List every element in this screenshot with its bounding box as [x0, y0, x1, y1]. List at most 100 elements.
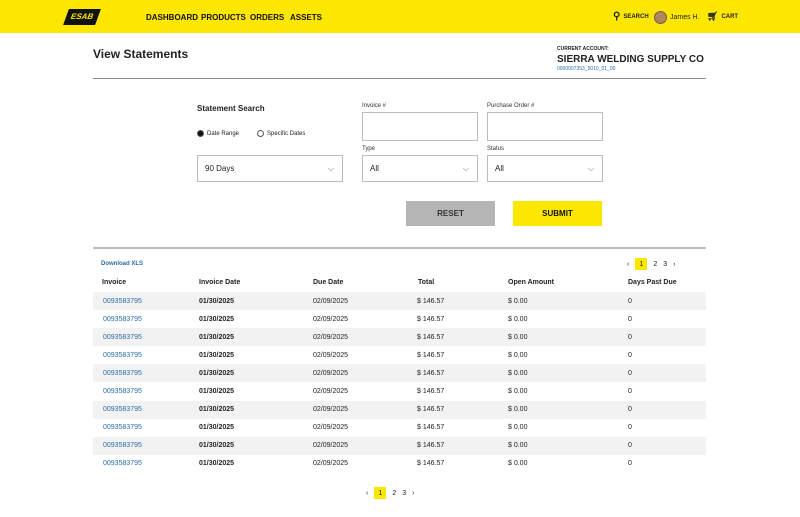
days-past-due: 0	[628, 442, 632, 450]
status-select[interactable]: All ⌵	[487, 155, 603, 182]
esab-logo[interactable]: ESAB	[63, 9, 101, 25]
current-account: CURRENT ACCOUNT: SIERRA WELDING SUPPLY C…	[557, 46, 704, 72]
total: $ 146.57	[417, 297, 445, 305]
invoice-link[interactable]: 0093583795	[103, 297, 142, 305]
radio-unchecked-icon	[257, 130, 264, 137]
open-amount: $ 0.00	[508, 369, 528, 377]
next-page-button[interactable]: ›	[412, 489, 415, 497]
invoice-input[interactable]	[362, 112, 478, 141]
total: $ 146.57	[417, 351, 445, 359]
table-row: 0093583795 01/30/2025 02/09/2025 $ 146.57 $ …	[93, 455, 706, 473]
open-amount: $ 0.00	[508, 297, 528, 305]
invoice-link[interactable]: 0093583795	[103, 424, 142, 432]
days-past-due: 0	[628, 460, 632, 468]
invoice-date: 01/30/2025	[199, 406, 235, 414]
type-select[interactable]: All ⌵	[362, 155, 478, 182]
page-1[interactable]: 1	[374, 487, 387, 499]
open-amount: $ 0.00	[508, 460, 528, 468]
due-date: 02/09/2025	[313, 442, 349, 450]
radio-checked-icon	[197, 130, 204, 137]
prev-page-button[interactable]: ‹	[366, 489, 369, 497]
total: $ 146.57	[417, 315, 445, 323]
total: $ 146.57	[417, 460, 445, 468]
invoice-link[interactable]: 0093583795	[103, 369, 142, 377]
col-total: Total	[418, 278, 435, 286]
divider	[93, 247, 706, 249]
days-past-due: 0	[628, 406, 632, 414]
due-date: 02/09/2025	[313, 369, 349, 377]
days-past-due: 0	[628, 369, 632, 377]
po-label: Purchase Order #	[487, 103, 535, 109]
due-date: 02/09/2025	[313, 424, 349, 432]
col-due-date: Due Date	[313, 278, 344, 286]
due-date: 02/09/2025	[313, 351, 349, 359]
open-amount: $ 0.00	[508, 333, 528, 341]
pagination-bottom: ‹ 1 2 3 ›	[366, 487, 415, 499]
total: $ 146.57	[417, 406, 445, 414]
table-row: 0093583795 01/30/2025 02/09/2025 $ 146.57 $ …	[93, 419, 706, 437]
reset-button[interactable]: RESET	[406, 201, 495, 226]
invoice-link[interactable]: 0093583795	[103, 460, 142, 468]
table-row: 0093583795 01/30/2025 02/09/2025 $ 146.57 $ …	[93, 346, 706, 364]
po-input[interactable]	[487, 112, 603, 141]
status-label: Status	[487, 146, 505, 152]
invoice-date: 01/30/2025	[199, 369, 235, 377]
radio-date-range[interactable]: Date Range	[197, 130, 239, 137]
invoice-date: 01/30/2025	[199, 333, 235, 341]
page-3[interactable]: 3	[402, 489, 407, 497]
invoice-link[interactable]: 0093583795	[103, 388, 142, 395]
days-past-due: 0	[628, 333, 632, 341]
prev-page-button[interactable]: ‹	[627, 260, 630, 268]
open-amount: $ 0.00	[508, 406, 528, 414]
col-invoice: Invoice	[102, 278, 127, 286]
nav-products[interactable]: PRODUCTS	[201, 13, 246, 22]
total: $ 146.57	[417, 442, 445, 450]
next-page-button[interactable]: ›	[673, 260, 676, 268]
chevron-down-icon: ⌵	[327, 164, 334, 173]
page-title: View Statements	[93, 47, 189, 61]
total: $ 146.57	[417, 424, 445, 432]
invoice-date: 01/30/2025	[199, 460, 235, 468]
page-2[interactable]: 2	[653, 260, 658, 268]
due-date: 02/09/2025	[313, 297, 349, 305]
submit-button[interactable]: SUBMIT	[513, 201, 602, 226]
divider	[93, 78, 706, 79]
page-2[interactable]: 2	[392, 489, 397, 497]
table-row: 0093583795 01/30/2025 02/09/2025 $ 146.57 $ …	[93, 328, 706, 347]
page-3[interactable]: 3	[663, 260, 668, 268]
invoice-label: Invoice #	[362, 103, 387, 109]
invoice-link[interactable]: 0093583795	[103, 406, 142, 414]
cart-button[interactable]: 🛒︎ CART	[707, 11, 739, 21]
total: $ 146.57	[417, 388, 445, 395]
invoice-link[interactable]: 0093583795	[103, 333, 142, 341]
cart-icon: 🛒︎	[707, 11, 719, 21]
invoice-link[interactable]: 0093583795	[103, 351, 142, 359]
invoice-date: 01/30/2025	[199, 442, 235, 450]
days-past-due: 0	[628, 388, 632, 395]
invoice-date: 01/30/2025	[199, 388, 235, 395]
nav-orders[interactable]: ORDERS	[250, 13, 285, 22]
due-date: 02/09/2025	[313, 315, 349, 323]
date-range-select[interactable]: 90 Days ⌵	[197, 155, 343, 182]
table-row: 0093583795 01/30/2025 02/09/2025 $ 146.57 $ …	[93, 310, 706, 328]
table-row: 0093583795 01/30/2025 02/09/2025 $ 146.57 $ …	[93, 400, 706, 419]
invoice-date: 01/30/2025	[199, 297, 235, 305]
user-menu[interactable]: James H.	[654, 11, 700, 24]
invoice-link[interactable]: 0093583795	[103, 442, 142, 450]
table-row: 0093583795 01/30/2025 02/09/2025 $ 146.57 $ …	[93, 364, 706, 383]
search-button[interactable]: ⚲ SEARCH	[613, 11, 649, 22]
chevron-down-icon: ⌵	[587, 164, 594, 173]
nav-dashboard[interactable]: DASHBOARD	[146, 13, 198, 22]
invoice-link[interactable]: 0093583795	[103, 315, 142, 323]
pagination-top: ‹ 1 2 3 ›	[627, 258, 676, 270]
open-amount: $ 0.00	[508, 315, 528, 323]
avatar	[654, 11, 667, 24]
nav-assets[interactable]: ASSETS	[290, 13, 323, 22]
table-row: 0093583795 01/30/2025 02/09/2025 $ 146.57 $ …	[93, 292, 706, 310]
open-amount: $ 0.00	[508, 424, 528, 432]
due-date: 02/09/2025	[313, 388, 349, 395]
radio-specific-dates[interactable]: Specific Dates	[257, 130, 305, 137]
page-1[interactable]: 1	[635, 258, 648, 270]
total: $ 146.57	[417, 333, 445, 341]
download-xls-link[interactable]: Download XLS	[101, 261, 143, 267]
